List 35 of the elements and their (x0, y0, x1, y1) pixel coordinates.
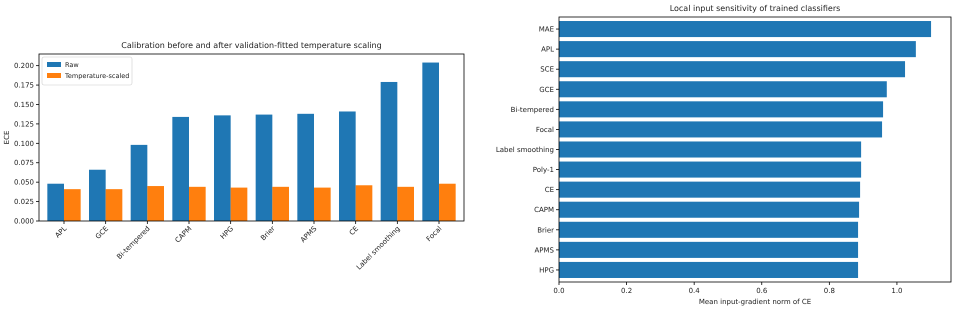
bar (559, 202, 860, 218)
bar (230, 188, 248, 221)
bar (214, 115, 231, 221)
bar (422, 62, 439, 221)
bar (47, 184, 64, 221)
bar (356, 185, 372, 221)
bar (339, 111, 356, 221)
bar (272, 186, 289, 221)
bar (559, 182, 860, 198)
bar (559, 41, 916, 58)
bar (297, 114, 314, 221)
bar (89, 170, 106, 221)
bar (147, 186, 164, 221)
bar (559, 121, 882, 138)
bar (559, 162, 862, 178)
bar (439, 184, 456, 221)
bar (559, 21, 932, 38)
bar (559, 61, 906, 78)
bar (559, 101, 884, 118)
bar (559, 242, 858, 258)
chart-title: Calibration before and after validation-fitted temperature scaling (121, 41, 382, 50)
chart-title: Local input sensitivity of trained classifiers (670, 4, 840, 13)
bar (559, 81, 887, 98)
bar (64, 189, 81, 221)
bar (380, 82, 398, 221)
bar (559, 141, 862, 158)
bar (559, 222, 858, 238)
bar (172, 116, 189, 221)
bar (397, 186, 414, 221)
bar (189, 186, 206, 221)
bar (130, 144, 148, 221)
bar (314, 188, 331, 221)
bar (106, 189, 122, 221)
bar (559, 262, 858, 278)
bar (256, 114, 272, 221)
